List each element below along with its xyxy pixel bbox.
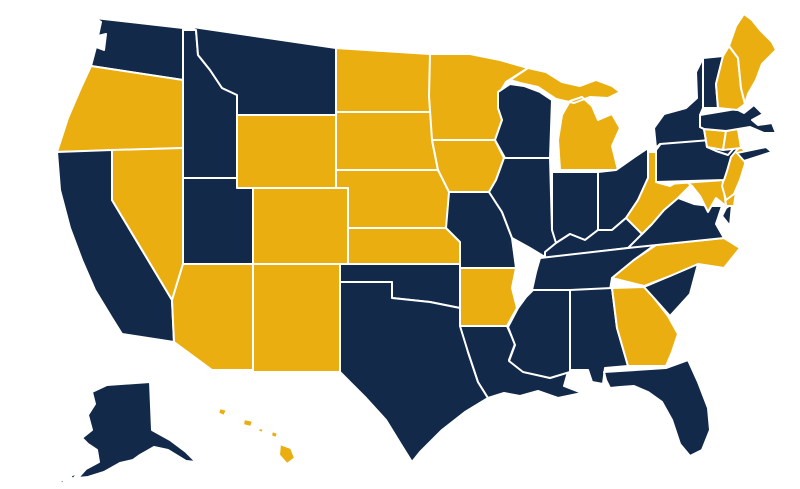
state-hawaii[interactable] [217, 407, 296, 465]
states-layer [56, 13, 777, 485]
state-mississippi[interactable] [507, 289, 571, 379]
state-kansas[interactable] [347, 227, 461, 265]
state-nebraska[interactable] [335, 169, 454, 229]
state-north-carolina[interactable] [611, 237, 741, 287]
state-new-mexico[interactable] [252, 263, 341, 373]
state-maine[interactable] [728, 13, 777, 105]
state-michigan[interactable] [509, 67, 621, 171]
state-rhode-island[interactable] [722, 128, 742, 151]
state-massachusetts[interactable] [699, 104, 777, 134]
state-oregon[interactable] [56, 65, 184, 153]
state-florida[interactable] [603, 359, 711, 457]
state-south-dakota[interactable] [335, 111, 439, 171]
state-north-dakota[interactable] [335, 47, 433, 113]
state-wyoming[interactable] [236, 114, 337, 189]
state-indiana[interactable] [551, 171, 599, 244]
state-texas[interactable] [339, 281, 489, 463]
state-arkansas[interactable] [459, 267, 518, 327]
state-colorado[interactable] [252, 187, 349, 265]
state-alaska[interactable] [59, 381, 197, 485]
state-arizona[interactable] [171, 263, 254, 371]
state-wisconsin[interactable] [494, 83, 553, 159]
state-utah[interactable] [182, 177, 254, 265]
